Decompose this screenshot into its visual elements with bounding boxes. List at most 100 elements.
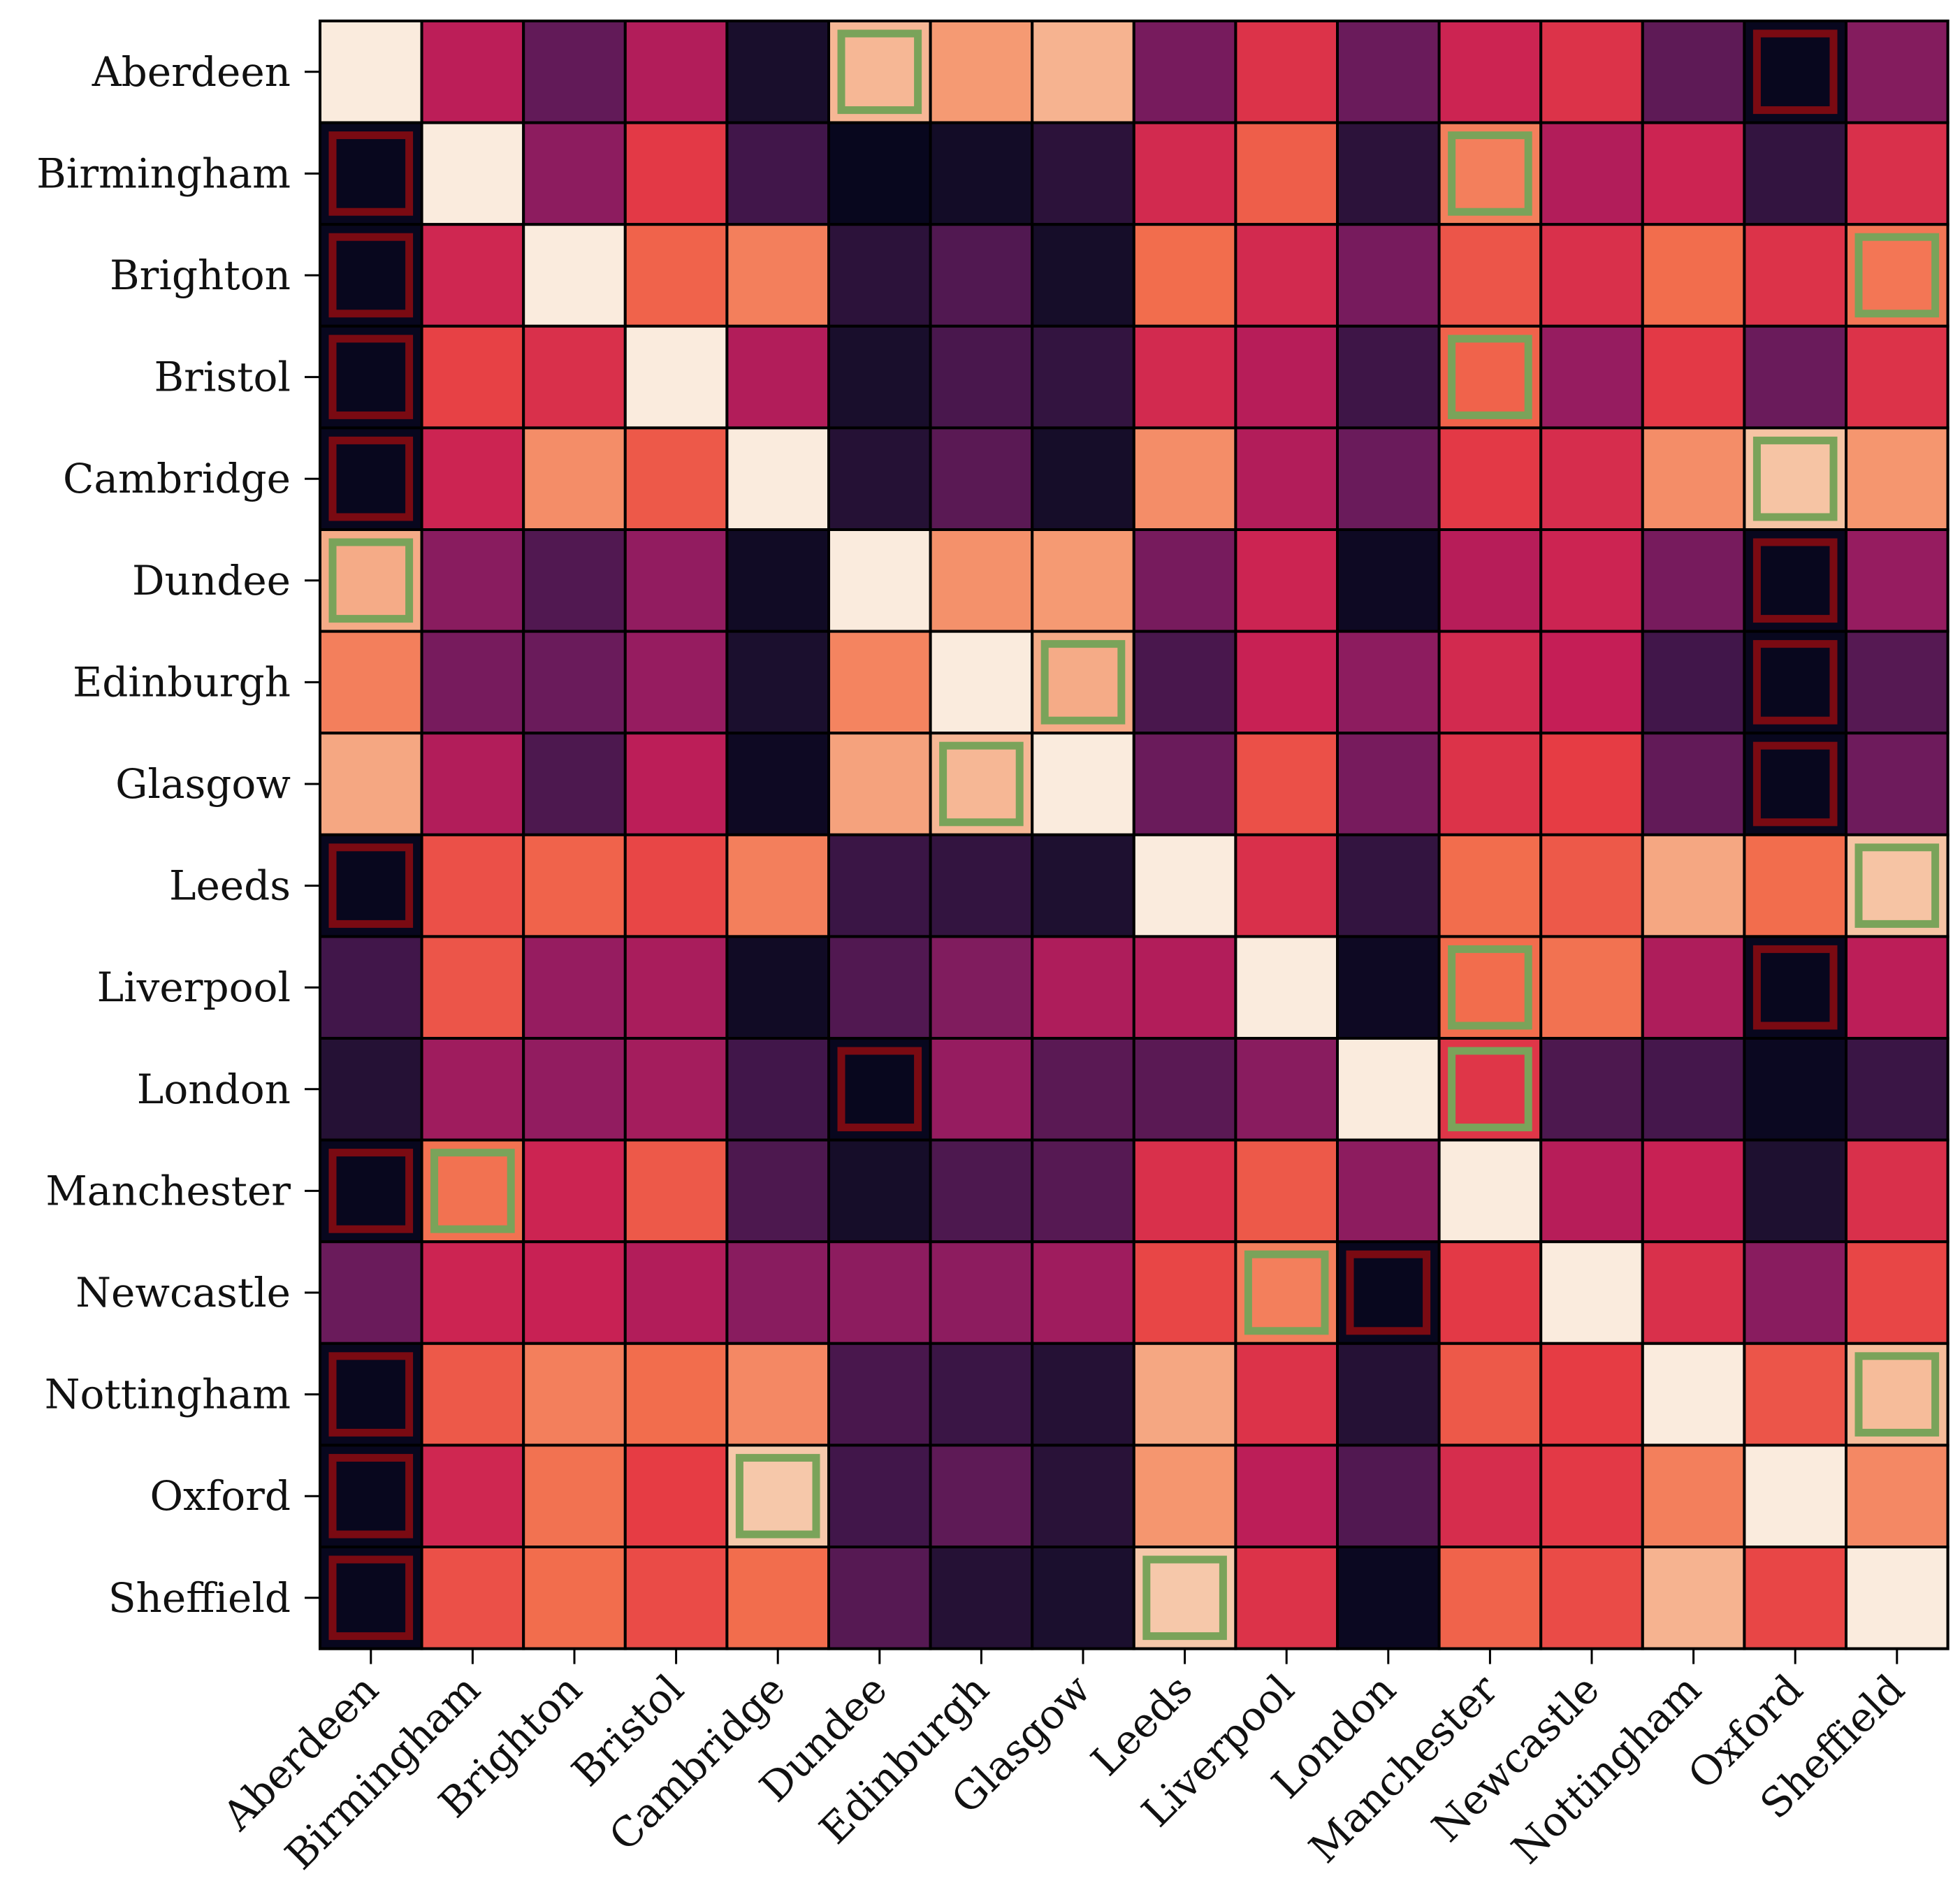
heatmap-cell bbox=[420, 1546, 525, 1650]
heatmap-cell bbox=[1641, 732, 1746, 836]
heatmap-cell bbox=[1234, 732, 1339, 836]
heatmap-cell bbox=[1031, 1138, 1135, 1244]
heatmap-cell bbox=[827, 935, 932, 1040]
heatmap-cell bbox=[623, 935, 729, 1040]
heatmap-cells bbox=[319, 20, 1950, 1650]
heatmap-cell bbox=[1031, 528, 1135, 633]
heatmap-cell bbox=[420, 426, 525, 532]
heatmap-cell bbox=[1132, 833, 1237, 938]
heatmap-cell bbox=[522, 1546, 627, 1650]
heatmap-cell bbox=[522, 833, 627, 938]
y-tick-label: Aberdeen bbox=[92, 48, 291, 96]
heatmap-cell bbox=[1641, 1546, 1746, 1650]
heatmap-cell bbox=[1743, 833, 1847, 938]
heatmap-cell bbox=[1437, 630, 1543, 735]
heatmap-cell bbox=[1234, 1546, 1339, 1650]
heatmap-cell bbox=[319, 1240, 423, 1345]
heatmap-cell bbox=[1641, 1444, 1746, 1548]
heatmap-cell bbox=[1132, 1444, 1237, 1548]
heatmap-cell bbox=[725, 121, 831, 226]
heatmap-cell bbox=[1031, 324, 1135, 430]
heatmap-cell bbox=[1437, 20, 1543, 124]
heatmap-cell bbox=[1234, 528, 1339, 633]
heatmap-cell bbox=[1539, 1240, 1644, 1345]
heatmap-cell bbox=[1132, 630, 1237, 735]
heatmap-cell bbox=[1234, 121, 1339, 226]
heatmap-cell bbox=[522, 1037, 627, 1142]
heatmap-cell bbox=[725, 223, 831, 328]
high-highlight-frame bbox=[430, 1149, 515, 1233]
y-tick-label: London bbox=[137, 1066, 291, 1113]
heatmap-cell bbox=[1743, 1342, 1847, 1447]
y-tick-label: Oxford bbox=[150, 1472, 291, 1520]
heatmap-cell bbox=[827, 528, 932, 633]
heatmap-cell bbox=[1336, 20, 1441, 124]
heatmap-cell bbox=[1437, 1138, 1543, 1244]
heatmap-cell bbox=[1539, 732, 1644, 836]
heatmap-cell bbox=[1132, 732, 1237, 836]
heatmap-cell bbox=[1743, 1546, 1847, 1650]
heatmap-cell bbox=[1336, 732, 1441, 836]
heatmap-cell bbox=[1743, 630, 1847, 735]
heatmap-cell bbox=[1336, 630, 1441, 735]
heatmap-cell bbox=[1845, 426, 1950, 532]
heatmap-cell bbox=[1743, 20, 1847, 124]
heatmap-cell bbox=[420, 1037, 525, 1142]
heatmap-cell bbox=[522, 324, 627, 430]
heatmap-cell bbox=[1743, 732, 1847, 836]
heatmap-cell bbox=[1234, 1444, 1339, 1548]
heatmap-cell bbox=[1336, 935, 1441, 1040]
low-highlight-frame bbox=[328, 1352, 414, 1437]
heatmap-cell bbox=[623, 20, 729, 124]
heatmap-cell bbox=[1845, 935, 1950, 1040]
y-tick-label: Birmingham bbox=[36, 150, 291, 197]
heatmap-cell bbox=[1845, 1037, 1950, 1142]
heatmap-cell bbox=[1539, 426, 1644, 532]
heatmap-cell bbox=[420, 324, 525, 430]
y-axis-ticks: Aberdeen Birmingham Brighton Bristol Cambrid… bbox=[36, 48, 320, 1622]
heatmap-cell bbox=[420, 1240, 525, 1345]
heatmap-cell bbox=[1132, 324, 1237, 430]
heatmap-cell bbox=[929, 1342, 1034, 1447]
low-highlight-frame bbox=[1752, 945, 1838, 1030]
heatmap-cell bbox=[623, 1546, 729, 1650]
heatmap-cell bbox=[929, 935, 1034, 1040]
heatmap-cell bbox=[725, 1240, 831, 1345]
heatmap-cell bbox=[1336, 121, 1441, 226]
heatmap-cell bbox=[1336, 1444, 1441, 1548]
heatmap-cell bbox=[1234, 1138, 1339, 1244]
high-highlight-frame bbox=[1854, 843, 1940, 928]
heatmap-cell bbox=[522, 121, 627, 226]
high-highlight-frame bbox=[328, 538, 414, 623]
heatmap-cell bbox=[1539, 1037, 1644, 1142]
heatmap-cell bbox=[929, 833, 1034, 938]
heatmap-cell bbox=[1336, 1138, 1441, 1244]
heatmap-cell bbox=[1743, 1240, 1847, 1345]
heatmap-cell bbox=[420, 833, 525, 938]
heatmap-cell bbox=[1743, 1444, 1847, 1548]
heatmap-cell bbox=[1641, 1037, 1746, 1142]
heatmap-cell bbox=[1234, 833, 1339, 938]
heatmap-cell bbox=[623, 121, 729, 226]
y-tick-label: Brighton bbox=[110, 252, 291, 299]
heatmap-cell bbox=[827, 732, 932, 836]
heatmap-cell bbox=[827, 1444, 932, 1548]
heatmap-cell bbox=[623, 630, 729, 735]
heatmap-cell bbox=[1234, 426, 1339, 532]
high-highlight-frame bbox=[1448, 335, 1532, 419]
low-highlight-frame bbox=[1752, 741, 1838, 827]
heatmap-cell bbox=[725, 426, 831, 532]
heatmap-cell bbox=[1539, 121, 1644, 226]
heatmap-cell bbox=[725, 1138, 831, 1244]
y-tick-label: Bristol bbox=[154, 354, 291, 401]
heatmap-cell bbox=[1234, 223, 1339, 328]
heatmap-cell bbox=[522, 1240, 627, 1345]
heatmap-cell bbox=[623, 1037, 729, 1142]
low-highlight-frame bbox=[328, 233, 414, 318]
heatmap-cell bbox=[1539, 223, 1644, 328]
heatmap-cell bbox=[1437, 223, 1543, 328]
heatmap-cell bbox=[1031, 1342, 1135, 1447]
heatmap-cell bbox=[1743, 121, 1847, 226]
heatmap-cell bbox=[1743, 324, 1847, 430]
